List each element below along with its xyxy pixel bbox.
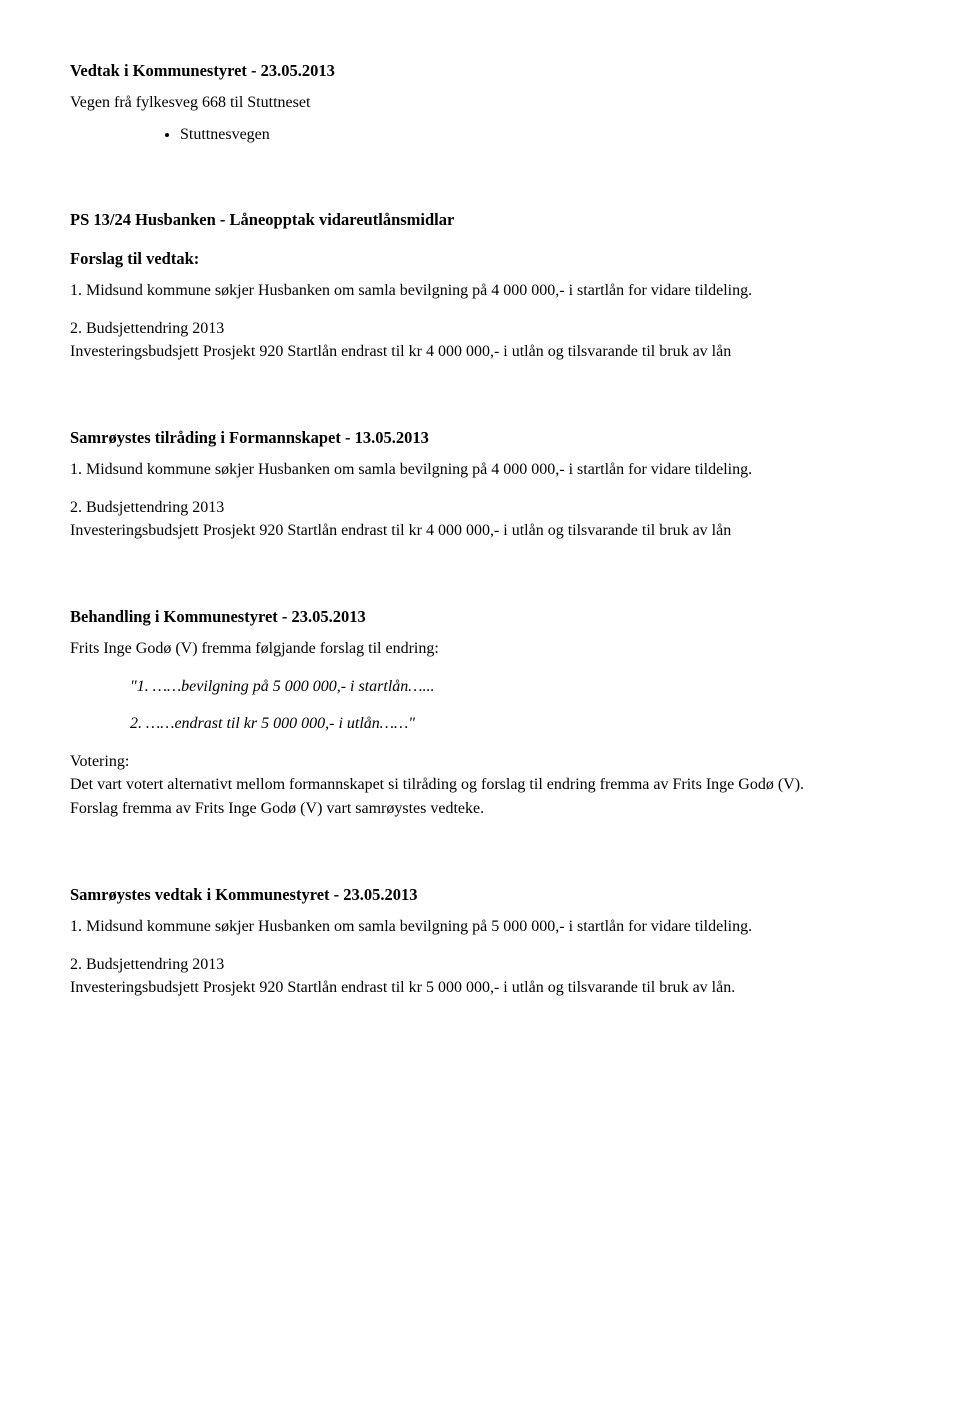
vedtak-top-heading: Vedtak i Kommunestyret - 23.05.2013 — [70, 60, 890, 82]
votering-label: Votering: — [70, 751, 890, 773]
behandling-intro: Frits Inge Godø (V) fremma følgjande for… — [70, 638, 890, 660]
behandling-quote2: 2. ……endrast til kr 5 000 000,- i utlån…… — [70, 713, 890, 735]
vedtak-heading: Samrøystes vedtak i Kommunestyret - 23.0… — [70, 884, 890, 906]
vedtak-p2b: Investeringsbudsjett Prosjekt 920 Startl… — [70, 977, 890, 999]
vedtak-p2a: 2. Budsjettendring 2013 — [70, 954, 890, 976]
top-bullet-list: Stuttnesvegen — [70, 124, 890, 146]
forslag-p2b: Investeringsbudsjett Prosjekt 920 Startl… — [70, 341, 890, 363]
votering-p1: Det vart votert alternativt mellom forma… — [70, 774, 890, 796]
formannskapet-p1: 1. Midsund kommune søkjer Husbanken om s… — [70, 459, 890, 481]
formannskapet-heading: Samrøystes tilråding i Formannskapet - 1… — [70, 427, 890, 449]
ps-title: PS 13/24 Husbanken - Låneopptak vidareut… — [70, 209, 890, 231]
vedtak-p1: 1. Midsund kommune søkjer Husbanken om s… — [70, 916, 890, 938]
formannskapet-p2a: 2. Budsjettendring 2013 — [70, 497, 890, 519]
forslag-p1: 1. Midsund kommune søkjer Husbanken om s… — [70, 280, 890, 302]
behandling-heading: Behandling i Kommunestyret - 23.05.2013 — [70, 606, 890, 628]
votering-p2: Forslag fremma av Frits Inge Godø (V) va… — [70, 798, 890, 820]
forslag-heading: Forslag til vedtak: — [70, 248, 890, 270]
behandling-quote1: "1. ……bevilgning på 5 000 000,- i startl… — [70, 676, 890, 698]
top-bullet-item: Stuttnesvegen — [180, 124, 890, 146]
forslag-p2a: 2. Budsjettendring 2013 — [70, 318, 890, 340]
top-line1: Vegen frå fylkesveg 668 til Stuttneset — [70, 92, 890, 114]
formannskapet-p2b: Investeringsbudsjett Prosjekt 920 Startl… — [70, 520, 890, 542]
